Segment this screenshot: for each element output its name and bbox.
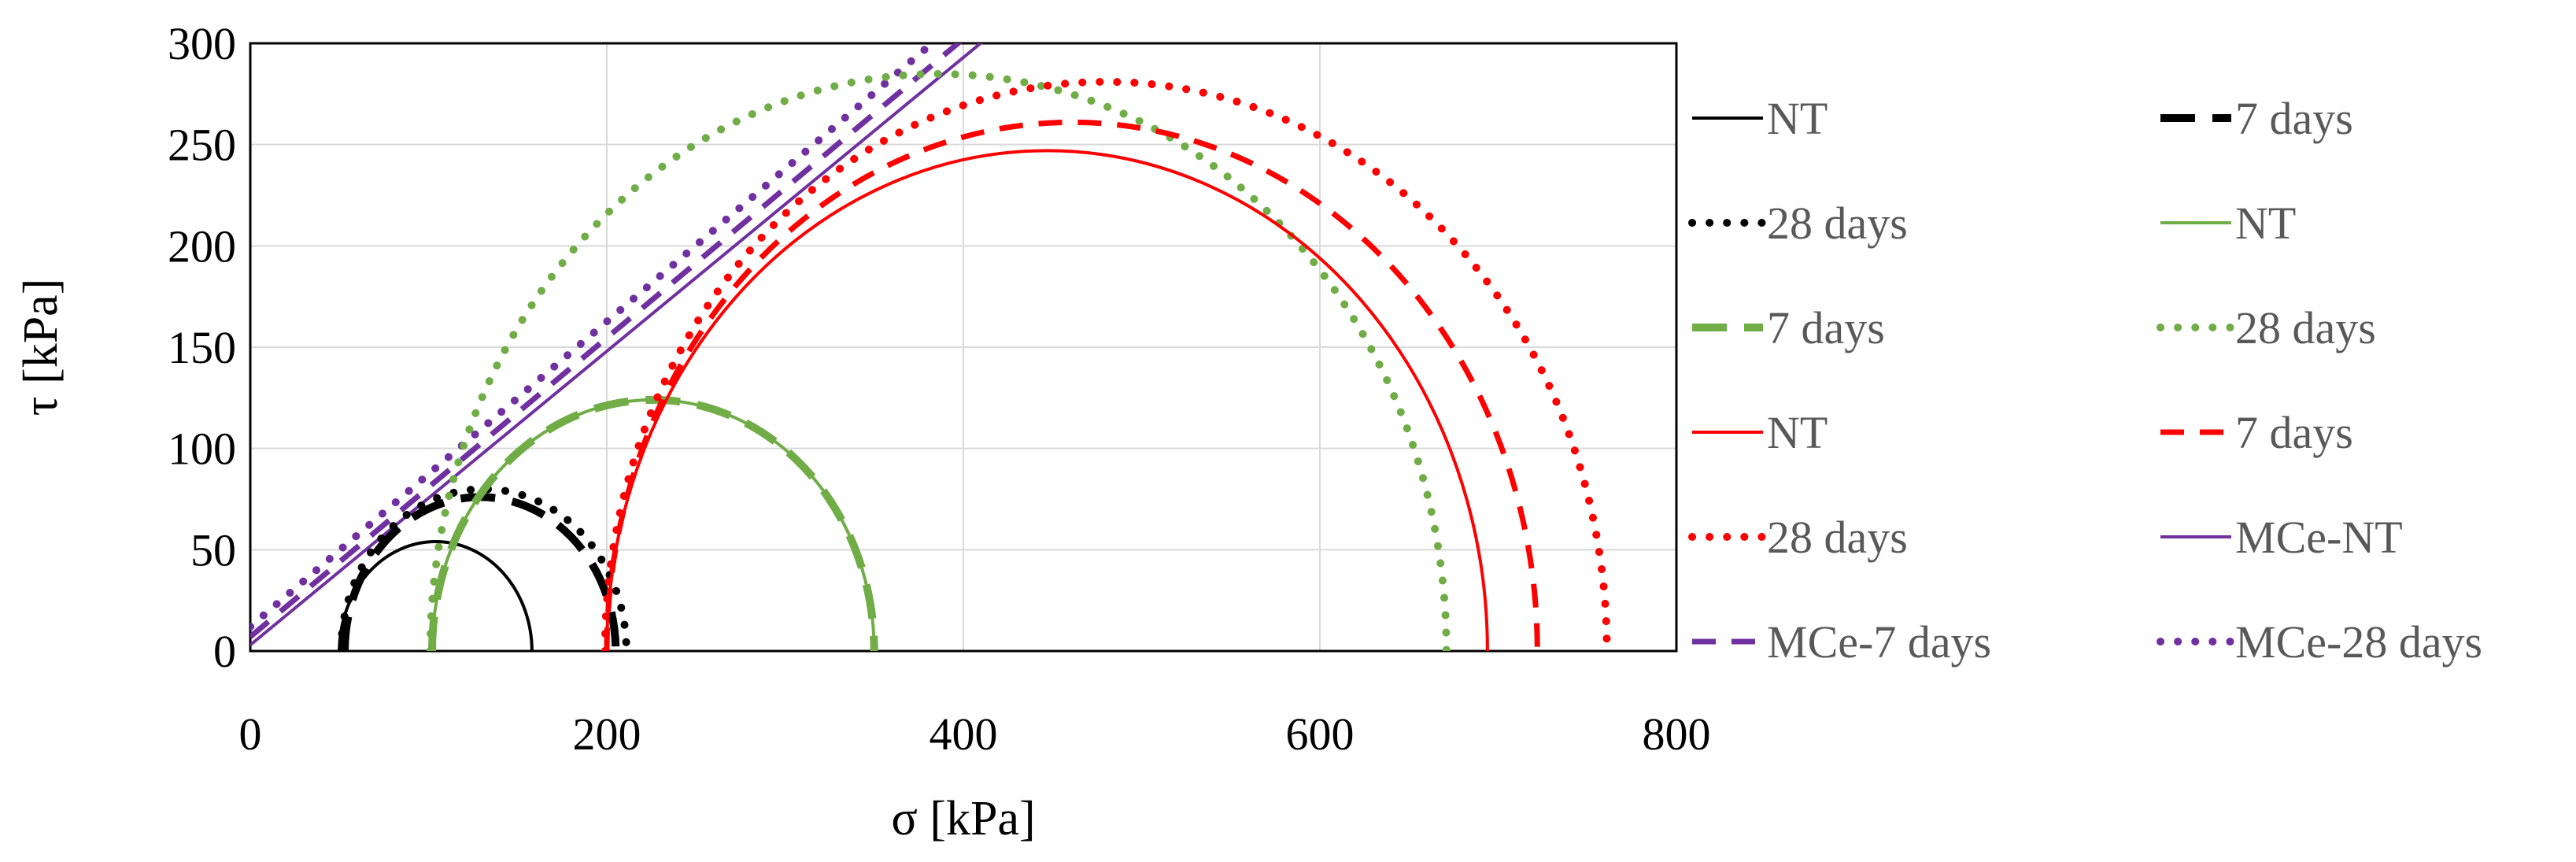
legend-label: 28 days: [1767, 198, 1908, 249]
x-tick-label: 400: [930, 708, 998, 760]
legend-label: 7 days: [2235, 93, 2353, 144]
series-red-nt-circle: [605, 149, 1489, 651]
series-black-28-days-circle: [337, 485, 630, 651]
legend-label: MCe-NT: [2235, 512, 2403, 563]
series-layer: [250, 43, 1611, 651]
x-tick-label: 600: [1286, 708, 1355, 760]
legend-label: 28 days: [2235, 302, 2376, 353]
y-tick-label: 100: [168, 424, 236, 475]
x-tick-label: 0: [239, 708, 262, 760]
legend-label: NT: [1767, 93, 1828, 144]
series-red-7-days-circle: [604, 119, 1540, 651]
series-green-nt-circle: [431, 398, 876, 651]
y-tick-label: 200: [168, 220, 236, 272]
x-tick-label: 800: [1643, 708, 1711, 760]
series-mce-nt: [250, 43, 984, 646]
tick-labels: 0 200 400 600 800 0 50 100 150 200 250 300: [168, 18, 1711, 760]
legend: NT 7 days 28 days NT 7 days 28 days NT 7 days 28…: [1688, 93, 2482, 668]
legend-label: MCe-28 days: [2235, 616, 2482, 668]
y-axis-title: τ [kPa]: [14, 279, 68, 416]
series-green-7-days-circle: [428, 395, 878, 651]
y-tick-label: 150: [168, 322, 236, 373]
legend-label: 7 days: [2235, 407, 2353, 458]
y-tick-label: 50: [190, 524, 236, 575]
legend-label: 7 days: [1767, 302, 1885, 353]
series-green-28-days-circle: [431, 74, 1447, 651]
series-red-28-days-circle: [601, 77, 1611, 651]
y-tick-label: 0: [213, 626, 236, 677]
x-axis-title: σ [kPa]: [891, 792, 1035, 845]
y-tick-label: 250: [168, 120, 236, 171]
legend-label: MCe-7 days: [1767, 616, 1991, 668]
plot-area-frame: [249, 42, 1678, 653]
x-tick-label: 200: [573, 708, 641, 760]
series-mce-28-days: [250, 43, 938, 631]
legend-label: NT: [1767, 407, 1828, 458]
legend-label: NT: [2235, 198, 2296, 249]
y-tick-label: 300: [168, 18, 236, 69]
legend-label: 28 days: [1767, 512, 1908, 563]
